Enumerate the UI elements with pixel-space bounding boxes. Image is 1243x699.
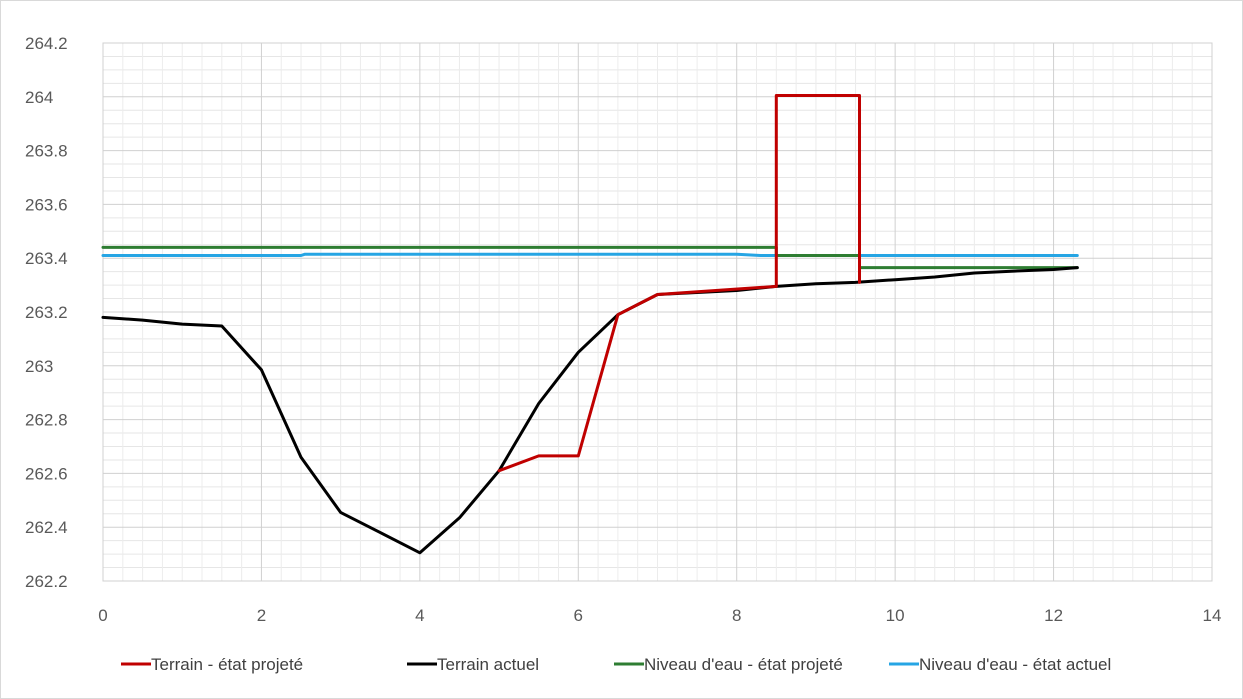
y-tick-label: 262.8	[25, 411, 68, 430]
y-tick-label: 263.6	[25, 195, 68, 214]
y-tick-label: 262.2	[25, 572, 68, 591]
y-tick-label: 264	[25, 88, 53, 107]
legend-label-3: Niveau d'eau - état actuel	[919, 655, 1111, 674]
x-tick-label: 4	[415, 606, 424, 625]
x-tick-label: 12	[1044, 606, 1063, 625]
legend: Terrain - état projeté Terrain actuel Nive…	[121, 655, 1111, 674]
x-tick-label: 10	[886, 606, 905, 625]
x-axis-tick-labels: 0 2 4 6 8 10 12 14	[98, 606, 1221, 625]
series-line-2	[101, 245, 1079, 270]
series-line-1	[101, 266, 1079, 555]
y-tick-label: 262.4	[25, 518, 68, 537]
y-axis-tick-labels: 262.2 262.4 262.6 262.8 263 263.2 263.4 263.6 26…	[25, 34, 68, 591]
legend-label-2: Niveau d'eau - état projeté	[644, 655, 843, 674]
series-line-3	[101, 252, 1079, 257]
y-tick-label: 263.4	[25, 249, 68, 268]
x-tick-label: 0	[98, 606, 107, 625]
series-line-0	[497, 94, 861, 473]
legend-label-1: Terrain actuel	[437, 655, 539, 674]
series-layer	[101, 94, 1079, 555]
y-tick-label: 263	[25, 357, 53, 376]
x-tick-label: 8	[732, 606, 741, 625]
x-tick-label: 14	[1203, 606, 1222, 625]
y-tick-label: 263.8	[25, 142, 68, 161]
legend-label-0: Terrain - état projeté	[151, 655, 303, 674]
x-tick-label: 6	[574, 606, 583, 625]
major-gridlines	[102, 42, 1213, 582]
plot-area-border	[102, 42, 1213, 582]
y-tick-label: 264.2	[25, 34, 68, 53]
y-tick-label: 263.2	[25, 303, 68, 322]
y-tick-label: 262.6	[25, 464, 68, 483]
x-tick-label: 2	[257, 606, 266, 625]
